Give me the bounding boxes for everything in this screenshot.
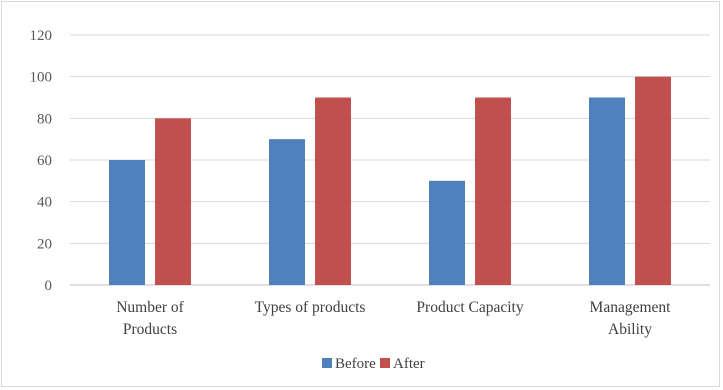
bar-after-1 <box>155 118 191 285</box>
x-category-label: Types of products <box>255 299 366 316</box>
bar-after-3 <box>475 97 511 285</box>
x-category-label: Ability <box>608 321 652 338</box>
bar-before-1 <box>109 160 145 285</box>
bar-after-4 <box>635 76 671 286</box>
x-category-label: Management <box>590 299 672 316</box>
legend-swatch-before <box>322 358 332 368</box>
y-tick-label: 100 <box>30 70 53 86</box>
y-tick-label: 80 <box>37 111 52 127</box>
y-tick-label: 60 <box>37 153 52 169</box>
y-tick-label: 40 <box>37 195 52 211</box>
y-tick-label: 120 <box>30 28 53 44</box>
bar-before-2 <box>269 139 305 285</box>
x-category-label: Products <box>123 321 177 338</box>
legend-label-after: After <box>393 356 425 372</box>
bar-after-2 <box>315 97 351 285</box>
x-category-label: Number of <box>116 299 184 316</box>
bar-before-4 <box>589 97 625 285</box>
y-tick-label: 20 <box>37 236 52 252</box>
bar-before-3 <box>429 180 465 285</box>
y-tick-label: 0 <box>45 278 53 294</box>
x-category-label: Product Capacity <box>416 299 523 316</box>
legend-label-before: Before <box>335 356 376 372</box>
legend-swatch-after <box>380 358 390 368</box>
